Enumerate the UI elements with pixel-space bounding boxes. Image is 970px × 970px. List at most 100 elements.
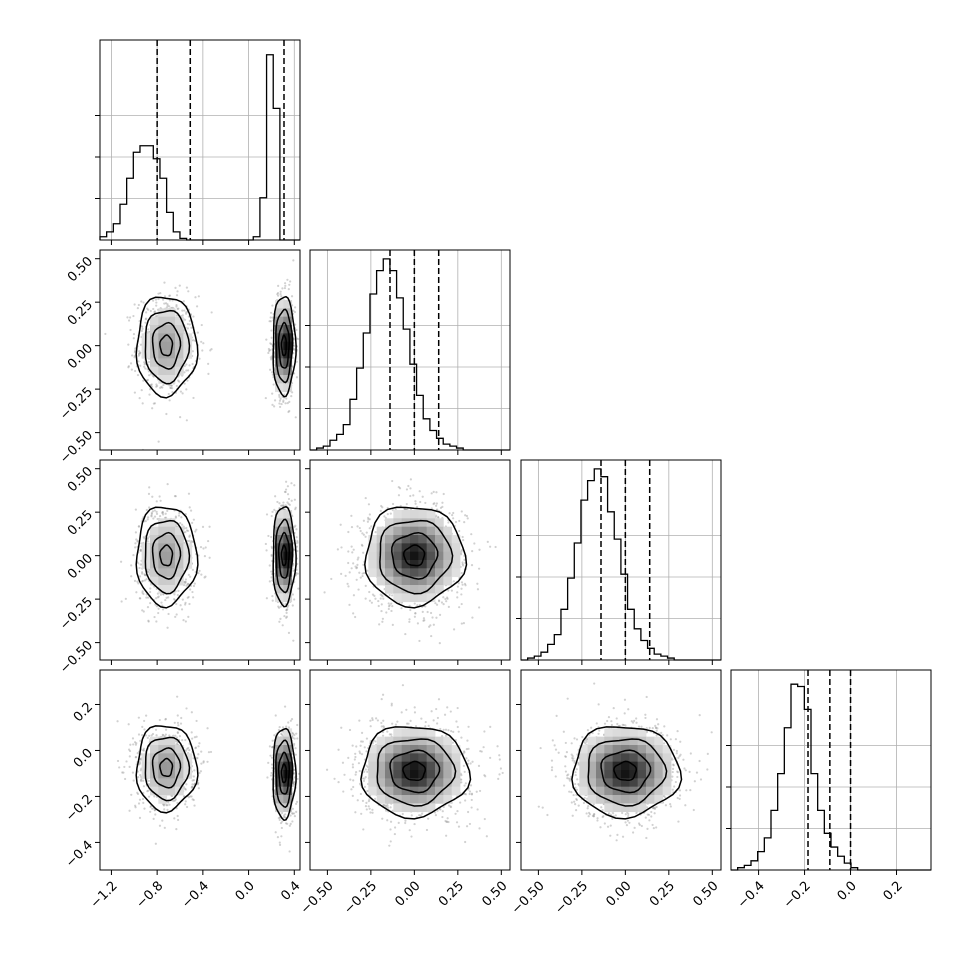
scatter-point: [269, 316, 272, 319]
scatter-point: [390, 602, 393, 605]
scatter-point: [141, 797, 145, 801]
scatter-point: [365, 531, 368, 534]
density-cell: [435, 535, 444, 544]
scatter-point: [148, 734, 151, 737]
scatter-point: [141, 580, 144, 583]
scatter-point: [438, 613, 442, 616]
scatter-point: [387, 605, 391, 608]
scatter-point: [169, 386, 172, 389]
scatter-point: [159, 499, 162, 502]
scatter-point: [141, 591, 144, 594]
scatter-point: [457, 582, 460, 585]
scatter-point: [179, 390, 183, 393]
contour-2: [391, 531, 439, 580]
scatter-point: [142, 301, 145, 304]
density-cell: [283, 383, 293, 393]
scatter-point: [413, 615, 416, 618]
scatter-point: [197, 781, 200, 785]
density-area: [119, 480, 300, 642]
scatter-point: [283, 282, 287, 285]
contour-3: [280, 334, 287, 357]
scatter-point: [170, 384, 173, 387]
scatter-point: [381, 595, 384, 598]
scatter-point: [267, 351, 270, 355]
density-cell: [451, 551, 461, 561]
scatter-point: [283, 393, 286, 396]
scatter-point: [446, 597, 449, 600]
scatter-point: [380, 594, 383, 597]
scatter-point: [269, 342, 272, 345]
scatter-point: [147, 330, 150, 334]
scatter-point: [137, 525, 141, 528]
scatter-point: [198, 742, 201, 745]
density-cell: [368, 535, 378, 544]
scatter-point: [138, 353, 141, 356]
scatter-point: [297, 587, 300, 590]
density-cell: [401, 510, 411, 519]
scatter-point: [277, 284, 280, 287]
scatter-point: [296, 540, 299, 543]
density-cell: [426, 510, 436, 519]
scatter-point: [185, 311, 188, 314]
scatter-point: [137, 352, 141, 355]
scatter-point: [356, 525, 359, 528]
density-cell: [275, 518, 284, 528]
histogram-steps-0: [99, 54, 300, 241]
scatter-point: [278, 399, 282, 402]
scatter-point: [136, 373, 140, 377]
x-tick-label-3: −0.2: [781, 879, 814, 912]
density-cell: [443, 526, 453, 536]
scatter-point: [161, 511, 164, 514]
scatter-point: [405, 488, 409, 491]
scatter-point: [464, 584, 467, 587]
scatter-point: [463, 521, 466, 524]
scatter-point: [470, 533, 473, 536]
scatter-point: [435, 616, 438, 619]
scatter-point: [138, 397, 141, 400]
y-tick-label-2: 0.00: [65, 551, 96, 582]
scatter-point: [188, 364, 191, 367]
density-cell: [435, 518, 444, 528]
scatter-point: [340, 546, 343, 549]
scatter-point: [271, 510, 274, 513]
scatter-point: [145, 578, 148, 581]
scatter-point: [151, 510, 154, 513]
scatter-point: [180, 523, 184, 526]
scatter-point: [207, 539, 210, 543]
scatter-point: [153, 310, 156, 314]
density-cell: [166, 518, 176, 528]
scatter-point: [200, 323, 203, 327]
density-cell: [426, 535, 436, 544]
scatter-point: [414, 502, 417, 505]
scatter-point: [462, 622, 465, 625]
contour-0: [272, 295, 297, 398]
scatter-point: [355, 578, 358, 581]
density-cell: [150, 366, 159, 376]
density-cell: [166, 341, 176, 351]
scatter-point: [293, 498, 296, 501]
scatter-point: [200, 573, 203, 576]
scatter-point: [432, 490, 435, 493]
scatter-point: [294, 323, 297, 326]
density-cell: [275, 308, 284, 318]
scatter-point: [142, 535, 145, 539]
scatter-point: [293, 484, 296, 487]
scatter-point: [150, 383, 153, 386]
scatter-point: [361, 574, 364, 578]
scatter-point: [421, 610, 424, 613]
scatter-point: [182, 300, 185, 303]
scatter-point: [286, 278, 289, 281]
density-cell: [393, 568, 403, 578]
scatter-point: [437, 515, 440, 519]
scatter-point: [374, 531, 377, 534]
scatter-point: [147, 570, 150, 574]
scatter-point: [176, 593, 179, 597]
histogram-steps-3: [731, 683, 931, 871]
scatter-point: [135, 591, 138, 594]
scatter-point: [269, 368, 272, 371]
scatter-point: [170, 384, 173, 387]
scatter-point: [385, 611, 388, 614]
scatter-point: [296, 541, 299, 544]
scatter-point: [184, 601, 187, 604]
scatter-point: [153, 402, 157, 405]
